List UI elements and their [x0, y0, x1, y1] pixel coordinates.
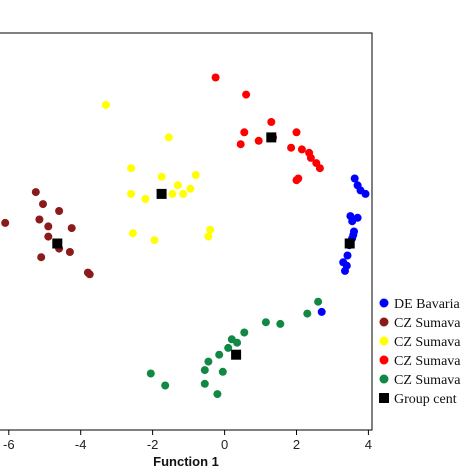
data-point-s1-0 — [31, 188, 40, 197]
data-point-s0-0 — [350, 174, 359, 183]
data-point-s3-9 — [297, 145, 306, 154]
data-point-s4-1 — [303, 309, 312, 318]
centroid-layer — [52, 132, 355, 360]
data-point-s4-8 — [215, 350, 224, 359]
x-tick-label-1: -4 — [75, 437, 87, 452]
data-point-s2-11 — [206, 225, 215, 234]
data-point-s3-6 — [254, 136, 263, 145]
data-point-s3-1 — [242, 90, 251, 99]
data-point-s0-3 — [361, 189, 370, 198]
data-point-s1-1 — [39, 200, 47, 209]
x-axis-title: Function 1 — [153, 454, 219, 469]
data-point-s4-13 — [200, 379, 209, 388]
data-point-s3-15 — [292, 176, 301, 185]
data-point-s1-10 — [65, 248, 74, 256]
legend: DE Bavaria CZ Sumava CZ Sumava CZ Sumava CZ … — [379, 297, 461, 407]
data-point-s4-2 — [276, 319, 285, 328]
legend-label-3: CZ Sumava — [394, 354, 461, 369]
data-point-s2-13 — [204, 232, 213, 241]
data-point-s2-3 — [157, 172, 166, 181]
data-point-s4-7 — [224, 343, 233, 352]
data-point-s0-16 — [317, 307, 326, 316]
data-point-s3-5 — [292, 128, 301, 137]
data-point-s1-6 — [67, 224, 76, 233]
data-point-s1-5 — [44, 222, 53, 231]
data-point-s2-6 — [186, 184, 195, 193]
data-point-s3-2 — [267, 118, 276, 126]
data-point-s0-12 — [343, 251, 352, 260]
data-point-s3-0 — [211, 73, 220, 82]
data-point-s2-8 — [168, 189, 177, 198]
data-point-s4-6 — [233, 338, 242, 347]
data-point-s2-1 — [164, 133, 173, 142]
legend-label-4: CZ Sumava — [394, 373, 461, 388]
data-point-s4-14 — [161, 381, 170, 390]
legend-marker-2 — [379, 336, 389, 346]
x-axis: -6 -4 -2 0 2 4 — [3, 430, 372, 452]
data-point-s4-15 — [213, 390, 222, 399]
data-point-s1-2 — [55, 207, 64, 215]
plot-frame — [0, 32, 373, 431]
x-tick-label-5: 4 — [365, 437, 372, 452]
data-point-s2-0 — [101, 100, 110, 109]
data-point-s2-7 — [127, 189, 136, 198]
x-tick-label-0: -6 — [3, 437, 15, 452]
data-point-s2-9 — [179, 189, 188, 198]
legend-marker-4 — [379, 374, 389, 384]
group-centroid-3 — [266, 132, 277, 143]
group-centroid-0 — [344, 238, 355, 249]
data-point-s3-13 — [315, 164, 324, 173]
data-point-s3-11 — [306, 153, 315, 162]
data-point-s4-12 — [218, 367, 227, 376]
data-point-s2-5 — [173, 181, 182, 190]
x-tick-label-4: 2 — [293, 437, 300, 452]
legend-marker-5 — [379, 393, 389, 403]
data-point-s4-10 — [146, 369, 155, 378]
data-point-s4-0 — [314, 297, 323, 306]
data-point-s1-9 — [37, 253, 46, 262]
legend-marker-0 — [379, 298, 389, 308]
data-point-s3-3 — [240, 128, 249, 137]
data-point-s3-7 — [236, 140, 245, 149]
group-centroid-2 — [156, 188, 167, 199]
legend-marker-3 — [379, 355, 389, 365]
legend-label-1: CZ Sumava — [394, 316, 461, 331]
data-point-s2-4 — [191, 171, 200, 179]
data-point-s2-14 — [150, 236, 159, 245]
group-centroid-4 — [231, 349, 242, 360]
data-point-s0-15 — [341, 266, 349, 275]
data-point-s3-8 — [287, 143, 296, 152]
x-tick-label-3: 0 — [221, 437, 228, 452]
legend-marker-1 — [379, 317, 389, 327]
data-point-s4-4 — [240, 328, 249, 337]
data-point-s4-9 — [204, 357, 213, 366]
legend-label-0: DE Bavaria — [394, 297, 460, 312]
data-point-s1-4 — [35, 215, 44, 224]
legend-label-2: CZ Sumava — [394, 335, 461, 350]
data-point-s1-12 — [85, 270, 94, 279]
points-layer — [1, 73, 370, 399]
data-point-s2-10 — [141, 195, 150, 203]
group-centroid-1 — [52, 238, 63, 249]
data-point-s1-7 — [44, 232, 53, 241]
legend-label-5: Group cent — [394, 392, 457, 407]
data-point-s0-6 — [348, 217, 357, 226]
data-point-s4-3 — [261, 318, 270, 327]
x-tick-label-2: -2 — [147, 437, 159, 452]
data-point-s1-3 — [1, 218, 10, 227]
data-point-s2-12 — [128, 229, 137, 238]
data-point-s2-2 — [127, 164, 136, 173]
data-point-s4-11 — [200, 366, 209, 375]
